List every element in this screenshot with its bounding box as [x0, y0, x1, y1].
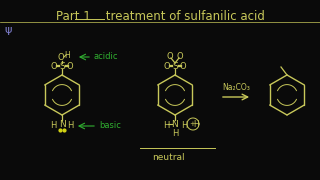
Text: basic: basic [99, 120, 121, 129]
Text: O: O [164, 62, 170, 71]
Text: H: H [163, 120, 169, 129]
Text: N: N [59, 120, 65, 129]
Text: O: O [180, 62, 186, 71]
Text: H: H [64, 51, 70, 60]
Text: Part 1    treatment of sulfanilic acid: Part 1 treatment of sulfanilic acid [56, 10, 264, 23]
Text: O: O [51, 62, 57, 71]
Text: O: O [58, 53, 64, 62]
Text: O: O [177, 51, 183, 60]
Text: H: H [181, 120, 187, 129]
Text: S: S [59, 62, 65, 71]
Text: acidic: acidic [94, 51, 118, 60]
Text: Na₂CO₃: Na₂CO₃ [222, 83, 250, 92]
Text: ψ: ψ [4, 25, 12, 35]
Text: H: H [67, 120, 73, 129]
Text: S: S [172, 62, 178, 71]
Text: O: O [167, 51, 173, 60]
Text: H: H [193, 120, 199, 129]
Text: N: N [172, 120, 178, 129]
Text: +: + [189, 121, 195, 127]
Text: H: H [172, 129, 178, 138]
Text: O: O [67, 62, 73, 71]
Text: neutral: neutral [152, 153, 185, 162]
Text: H: H [50, 120, 56, 129]
